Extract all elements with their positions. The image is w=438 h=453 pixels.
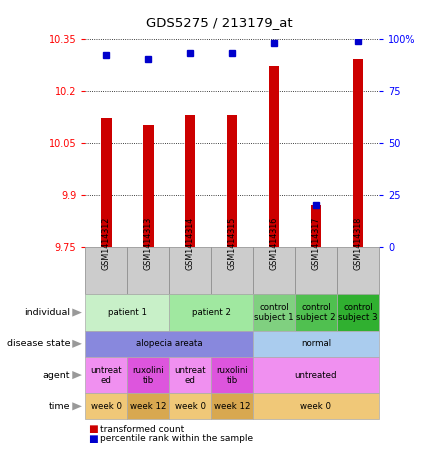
Text: transformed count: transformed count <box>100 425 184 434</box>
Text: GDS5275 / 213179_at: GDS5275 / 213179_at <box>146 16 292 29</box>
Bar <box>353 59 363 247</box>
Text: normal: normal <box>301 339 331 348</box>
Text: time: time <box>49 402 70 411</box>
Text: week 12: week 12 <box>214 402 251 411</box>
Text: ruxolini
tib: ruxolini tib <box>216 366 248 385</box>
Text: untreat
ed: untreat ed <box>174 366 206 385</box>
Text: disease state: disease state <box>7 339 70 348</box>
Text: untreated: untreated <box>295 371 337 380</box>
Text: control
subject 1: control subject 1 <box>254 303 294 322</box>
Text: ruxolini
tib: ruxolini tib <box>132 366 164 385</box>
Text: agent: agent <box>42 371 70 380</box>
Text: alopecia areata: alopecia areata <box>136 339 202 348</box>
Text: GSM1414312: GSM1414312 <box>102 217 111 270</box>
Text: percentile rank within the sample: percentile rank within the sample <box>100 434 253 443</box>
Bar <box>185 115 195 247</box>
Text: week 12: week 12 <box>130 402 166 411</box>
Text: GSM1414317: GSM1414317 <box>311 217 321 270</box>
Text: untreat
ed: untreat ed <box>91 366 122 385</box>
Text: GSM1414313: GSM1414313 <box>144 217 153 270</box>
Bar <box>269 66 279 247</box>
Bar <box>227 115 237 247</box>
Text: GSM1414316: GSM1414316 <box>269 217 279 270</box>
Text: patient 1: patient 1 <box>108 308 147 317</box>
Text: week 0: week 0 <box>91 402 122 411</box>
Bar <box>101 118 112 247</box>
Text: week 0: week 0 <box>175 402 206 411</box>
Text: GSM1414318: GSM1414318 <box>353 217 362 270</box>
Text: patient 2: patient 2 <box>192 308 231 317</box>
Text: ■: ■ <box>88 434 97 443</box>
Bar <box>143 125 154 247</box>
Text: control
subject 2: control subject 2 <box>296 303 336 322</box>
Bar <box>311 205 321 247</box>
Text: individual: individual <box>24 308 70 317</box>
Text: ■: ■ <box>88 424 97 434</box>
Text: GSM1414314: GSM1414314 <box>186 217 195 270</box>
Text: control
subject 3: control subject 3 <box>338 303 378 322</box>
Text: week 0: week 0 <box>300 402 332 411</box>
Text: GSM1414315: GSM1414315 <box>228 217 237 270</box>
